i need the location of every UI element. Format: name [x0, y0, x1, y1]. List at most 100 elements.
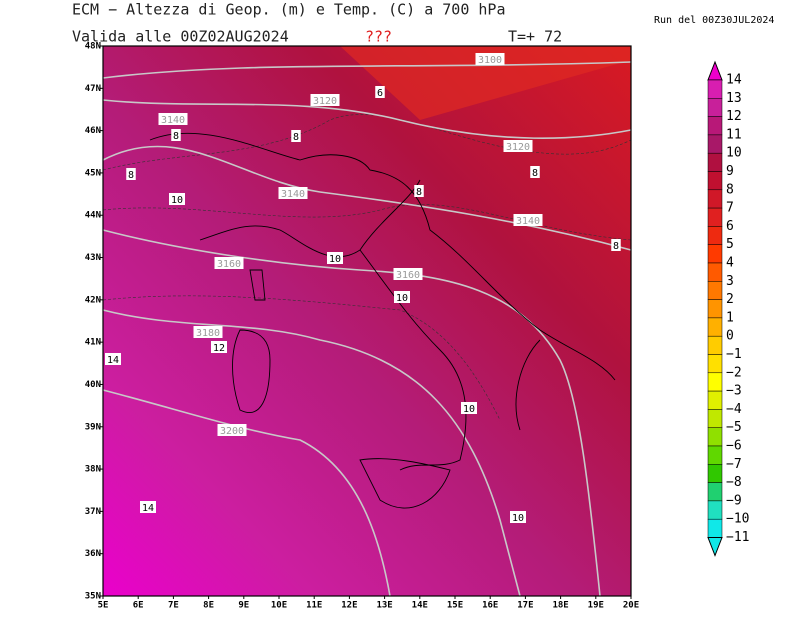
colorbar-label: −6 [726, 439, 742, 454]
temp-label: 6 [377, 88, 383, 99]
temp-label: 8 [416, 187, 422, 198]
height-label: 3140 [516, 216, 540, 227]
colorbar-segment [707, 79, 723, 99]
lon-label: 14E [412, 601, 428, 611]
lat-label: 39N [85, 422, 101, 432]
colorbar-segment [707, 390, 723, 410]
temp-label: 10 [329, 254, 341, 265]
colorbar-label: −2 [726, 365, 742, 380]
temp-label-box [140, 501, 156, 513]
lon-label: 10E [271, 601, 287, 611]
colorbar-segment [707, 152, 723, 172]
colorbar-segment [707, 445, 723, 465]
colorbar-label: 6 [726, 219, 734, 234]
isotherm [102, 295, 501, 421]
colorbar-label: 14 [726, 73, 742, 88]
colorbar-segment [707, 189, 723, 209]
colorbar-label: −9 [726, 493, 742, 508]
height-label: 3160 [396, 270, 420, 281]
colorbar-segment [707, 500, 723, 520]
temp-label: 8 [532, 168, 538, 179]
colorbar-top [707, 60, 723, 81]
height-label-box [193, 326, 223, 338]
height-label: 3120 [313, 96, 337, 107]
height-label-box [217, 424, 247, 436]
temp-label-box [414, 185, 424, 197]
colorbar-segment [707, 171, 723, 191]
height-contour [102, 61, 632, 79]
temp-label: 8 [293, 132, 299, 143]
colorbar-label: −11 [726, 530, 749, 545]
colorbar-label: −5 [726, 420, 742, 435]
height-label-box [503, 140, 533, 152]
temp-label: 10 [171, 195, 183, 206]
temp-label: 10 [396, 293, 408, 304]
colorbar-label: 5 [726, 237, 734, 252]
temp-label-box [126, 168, 136, 180]
colorbar-label: 9 [726, 164, 734, 179]
colorbar-label: 10 [726, 146, 742, 161]
colorbar-label: −3 [726, 384, 742, 399]
lon-label: 18E [552, 601, 568, 611]
height-label-box [513, 214, 543, 226]
temp-label-box [611, 239, 621, 251]
colorbar-segment [707, 207, 723, 227]
lon-label: 7E [168, 601, 179, 611]
colorbar-segment [707, 482, 723, 502]
lat-label: 47N [85, 84, 101, 94]
colorbar-label: −7 [726, 457, 742, 472]
colorbar-label: 7 [726, 201, 734, 216]
temp-label-box [169, 193, 185, 205]
height-label: 3200 [220, 426, 244, 437]
height-contour [102, 99, 632, 139]
height-contour [102, 389, 391, 597]
temp-label: 8 [128, 170, 134, 181]
lat-label: 42N [85, 295, 101, 305]
lat-label: 43N [85, 253, 101, 263]
lon-label: 5E [98, 601, 109, 611]
lon-label: 19E [588, 601, 604, 611]
height-contour [102, 309, 521, 597]
lat-label: 35N [85, 592, 101, 602]
lon-label: 20E [623, 601, 639, 611]
map-frame [102, 45, 632, 597]
temp-label-box [530, 166, 540, 178]
lat-label: 38N [85, 465, 101, 475]
colorbar-label: −8 [726, 475, 742, 490]
height-label: 3160 [217, 259, 241, 270]
colorbar-segment [707, 354, 723, 374]
temp-label-box [105, 353, 121, 365]
height-label: 3120 [506, 142, 530, 153]
overlay: 48N 47N 46N 45N 44N 43N 42N 41N 40N 39N 38N 37N 36N 3… [85, 42, 750, 611]
colorbar-bottom [707, 537, 723, 557]
lat-label: 46N [85, 126, 101, 136]
colorbar-segment [707, 98, 723, 117]
coastline [149, 132, 616, 509]
colorbar-segment [707, 262, 723, 282]
height-label: 3100 [478, 55, 502, 66]
colorbar-label: −10 [726, 512, 749, 527]
colorbar-segment [707, 299, 723, 319]
lon-label: 12E [341, 601, 357, 611]
height-label: 3140 [161, 115, 185, 126]
colorbar-label: 0 [726, 329, 734, 344]
temp-label: 12 [213, 343, 225, 354]
height-label-box [475, 53, 505, 65]
height-label: 3140 [281, 189, 305, 200]
colorbar-segment [707, 518, 723, 538]
temp-label-box [375, 86, 385, 98]
colorbar-segment [707, 116, 723, 136]
colorbar-label: −1 [726, 347, 742, 362]
height-label-box [158, 113, 188, 125]
height-label-box [278, 187, 308, 199]
flag: ??? [365, 28, 392, 46]
temp-label: 8 [613, 241, 619, 252]
colorbar-label: −4 [726, 402, 742, 417]
forecast-step: T=+ 72 [508, 28, 562, 46]
colorbar-label: 2 [726, 292, 734, 307]
map [102, 45, 632, 597]
colorbar-segment [707, 335, 723, 355]
lon-label: 8E [203, 601, 214, 611]
lat-label: 37N [85, 507, 101, 517]
